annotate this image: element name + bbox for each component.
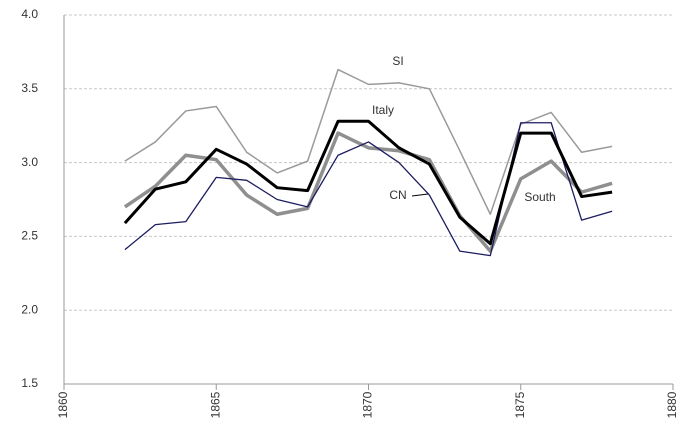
x-tick-label: 1870 [361,391,375,418]
y-tick-label: 4.0 [21,7,38,21]
series-line [123,119,613,246]
series-label: SI [392,54,403,68]
y-tick-label: 3.5 [21,81,38,95]
y-tick-label: 2.0 [21,302,38,316]
y-tick-label: 2.5 [21,229,38,243]
series-label: CN [389,188,406,202]
x-tick-label: 1860 [56,391,70,418]
x-tick-label: 1875 [513,391,527,418]
y-tick-label: 1.5 [21,376,38,390]
label-leader [411,193,429,197]
y-tick-label: 3.0 [21,155,38,169]
series-label: Italy [372,103,394,117]
series-line [124,122,613,257]
x-tick-label: 1880 [665,391,679,418]
x-tick-label: 1865 [208,391,222,418]
series-label: South [524,190,555,204]
series-line [124,68,613,216]
